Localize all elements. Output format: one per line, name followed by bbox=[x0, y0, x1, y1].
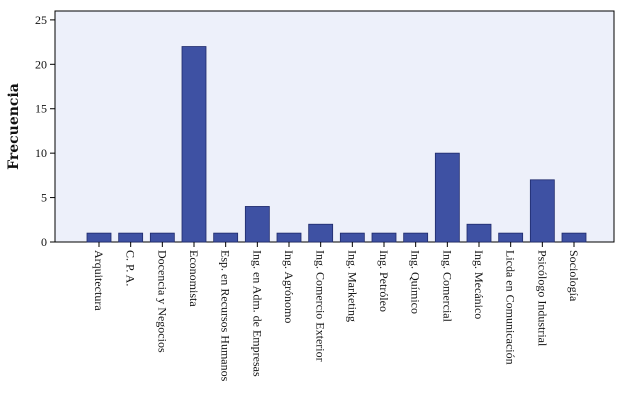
bar bbox=[308, 223, 334, 243]
x-tick-label: Ing. Marketing bbox=[345, 250, 359, 322]
x-tick-label: Sociología bbox=[567, 250, 581, 302]
y-tick-label: 15 bbox=[35, 102, 47, 116]
bar bbox=[339, 232, 365, 243]
x-tick-label: Ing. Comercio Exterior bbox=[314, 250, 328, 362]
bar bbox=[561, 232, 587, 243]
x-tick-label: Esp. en Recursos Humanos bbox=[219, 250, 233, 382]
y-tick-label: 25 bbox=[35, 13, 47, 27]
x-tick-label: Ing. Comercial bbox=[440, 250, 454, 323]
x-tick-label: Ing. Químico bbox=[409, 250, 423, 314]
x-tick-label: C. P. A. bbox=[124, 250, 138, 286]
bar bbox=[244, 206, 270, 243]
bar bbox=[118, 232, 144, 243]
bar bbox=[434, 152, 460, 243]
x-tick-label: Psicólogo Industrial bbox=[535, 250, 549, 347]
y-axis: 0 5 10 15 20 25 bbox=[35, 13, 55, 249]
y-axis-label: Frecuencia bbox=[6, 83, 22, 170]
bar bbox=[529, 179, 555, 243]
y-tick-label: 0 bbox=[41, 235, 47, 249]
bar bbox=[371, 232, 397, 243]
x-tick-label: Ing. en Adm. de Empresas bbox=[250, 250, 264, 377]
bar bbox=[149, 232, 175, 243]
x-tick-label: Licda en Comunicación bbox=[504, 250, 518, 365]
bar bbox=[276, 232, 302, 243]
bar bbox=[213, 232, 239, 243]
x-tick-label: Ing. Mecánico bbox=[472, 250, 486, 319]
x-tick-label: Ing. Petróleo bbox=[377, 250, 391, 312]
bar bbox=[181, 46, 207, 243]
x-tick-label: Docencia y Negocios bbox=[155, 250, 169, 353]
x-tick-label: Economista bbox=[187, 250, 201, 307]
y-tick-label: 5 bbox=[41, 191, 47, 205]
y-tick-label: 10 bbox=[35, 146, 47, 160]
x-tick-label: Arquitectura bbox=[92, 250, 106, 311]
x-axis: Arquitectura C. P. A. Docencia y Negocios E… bbox=[92, 242, 581, 382]
bar bbox=[466, 223, 492, 243]
bar bbox=[86, 232, 112, 243]
bar bbox=[498, 232, 524, 243]
bars bbox=[86, 46, 587, 243]
y-tick-label: 20 bbox=[35, 57, 47, 71]
plot-background bbox=[54, 10, 615, 243]
x-tick-label: Ing. Agrónomo bbox=[282, 250, 296, 323]
bar bbox=[403, 232, 429, 243]
